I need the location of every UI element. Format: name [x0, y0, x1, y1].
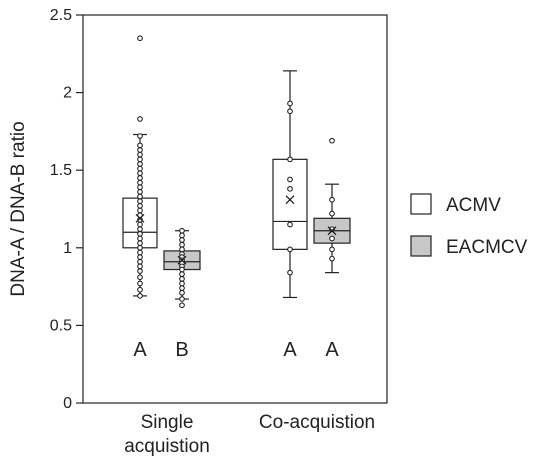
data-point [287, 221, 293, 228]
y-tick-label: 0.5 [50, 317, 72, 334]
data-point [137, 147, 143, 153]
data-point [137, 179, 143, 186]
y-tick-label: 0 [63, 395, 72, 412]
data-point [137, 280, 143, 287]
data-point [179, 280, 185, 287]
legend-label: ACMV [446, 195, 501, 216]
y-tick-label: 1.5 [50, 162, 72, 179]
y-axis: 0 0.5 1 1.5 2 2.5 [50, 7, 83, 412]
data-point [287, 156, 293, 163]
data-point [137, 156, 143, 163]
plot-frame [82, 14, 388, 404]
data-point [179, 285, 185, 292]
data-point [137, 249, 143, 256]
data-point [287, 108, 293, 115]
significance-letter: A [325, 339, 339, 361]
data-point [137, 235, 143, 242]
data-point [137, 142, 143, 149]
data-point [137, 193, 143, 200]
category-label: Single [141, 412, 194, 433]
data-point [137, 207, 143, 214]
data-point [137, 175, 143, 181]
data-point [137, 293, 143, 299]
box-eacmcv [163, 227, 201, 309]
data-point [137, 133, 143, 139]
data-point [329, 246, 335, 253]
data-point [179, 275, 185, 282]
data-point [137, 268, 143, 274]
y-tick-label: 2 [63, 85, 72, 102]
data-point [137, 189, 143, 195]
significance-letter: A [133, 339, 147, 361]
data-point [179, 227, 185, 234]
legend: ACMV EACMCV [410, 193, 528, 258]
data-point [137, 198, 143, 205]
data-point [137, 240, 143, 246]
legend-swatch [410, 193, 432, 215]
data-point [287, 185, 293, 192]
data-point [329, 235, 335, 242]
data-point [137, 203, 143, 209]
data-point [329, 210, 335, 217]
legend-label: EACMCV [446, 237, 528, 258]
iqr-box [272, 158, 308, 250]
mean-marker-stroke [327, 226, 337, 236]
data-point [137, 165, 143, 172]
data-point [287, 246, 293, 253]
data-point [179, 237, 185, 243]
data-point [329, 196, 335, 203]
significance-letter: A [283, 339, 297, 361]
box-acmv [272, 70, 308, 299]
data-point [179, 296, 185, 302]
data-point [137, 161, 143, 167]
data-point [287, 269, 293, 276]
data-point [137, 286, 143, 293]
mean-marker [177, 255, 187, 265]
data-point [179, 289, 185, 296]
mean-marker [285, 195, 295, 205]
data-point [137, 226, 143, 233]
data-point [137, 116, 143, 122]
data-point [287, 176, 293, 183]
mean-marker-stroke [285, 195, 295, 205]
data-point [179, 241, 185, 248]
data-point [179, 246, 185, 253]
y-axis-title: DNA-A / DNA-B ratio [8, 121, 29, 296]
mean-marker-stroke [135, 213, 145, 223]
data-point [137, 254, 143, 260]
category-label: Co-acquistion [259, 412, 375, 433]
data-point [329, 255, 335, 262]
data-point [137, 170, 143, 177]
mean-marker [327, 226, 337, 236]
category-label: acquistion [124, 436, 210, 457]
box-eacmcv [313, 137, 351, 274]
data-point [137, 263, 143, 270]
data-point [179, 302, 185, 309]
data-point [137, 244, 143, 251]
data-point [137, 35, 143, 42]
significance-letter: B [175, 339, 188, 361]
x-category-labels: Single acquistion Co-acquistion [124, 412, 375, 457]
data-point [179, 232, 185, 239]
data-point [287, 100, 293, 107]
box-groups [122, 35, 351, 309]
data-point [137, 258, 143, 265]
mean-marker-stroke [177, 255, 187, 265]
mean-marker [135, 213, 145, 223]
legend-swatch [410, 235, 432, 257]
data-point [137, 221, 143, 228]
data-point [179, 266, 185, 273]
data-point [137, 151, 143, 158]
data-point [137, 274, 143, 281]
box-acmv [122, 35, 158, 299]
data-point [137, 230, 143, 237]
data-point [137, 184, 143, 191]
y-tick-label: 2.5 [50, 7, 72, 24]
data-point [329, 137, 335, 144]
y-tick-label: 1 [63, 240, 72, 257]
data-point [179, 271, 185, 278]
